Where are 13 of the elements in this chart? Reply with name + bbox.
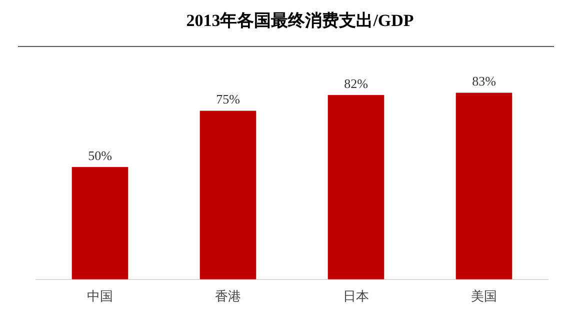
- x-tick-label: 香港: [215, 290, 241, 305]
- data-label: 83%: [472, 74, 496, 89]
- data-label: 50%: [88, 148, 112, 163]
- bar: [456, 92, 512, 280]
- bar: [200, 110, 256, 280]
- chart-title: 2013年各国最终消费支出/GDP: [185, 10, 415, 32]
- data-label: 82%: [344, 76, 368, 91]
- x-tick-label: 美国: [471, 288, 497, 305]
- x-tick-label: 日本: [343, 290, 369, 305]
- bar: [328, 94, 384, 280]
- bar: [72, 166, 128, 280]
- x-tick-label: 中国: [87, 290, 113, 305]
- data-label: 75%: [216, 92, 240, 107]
